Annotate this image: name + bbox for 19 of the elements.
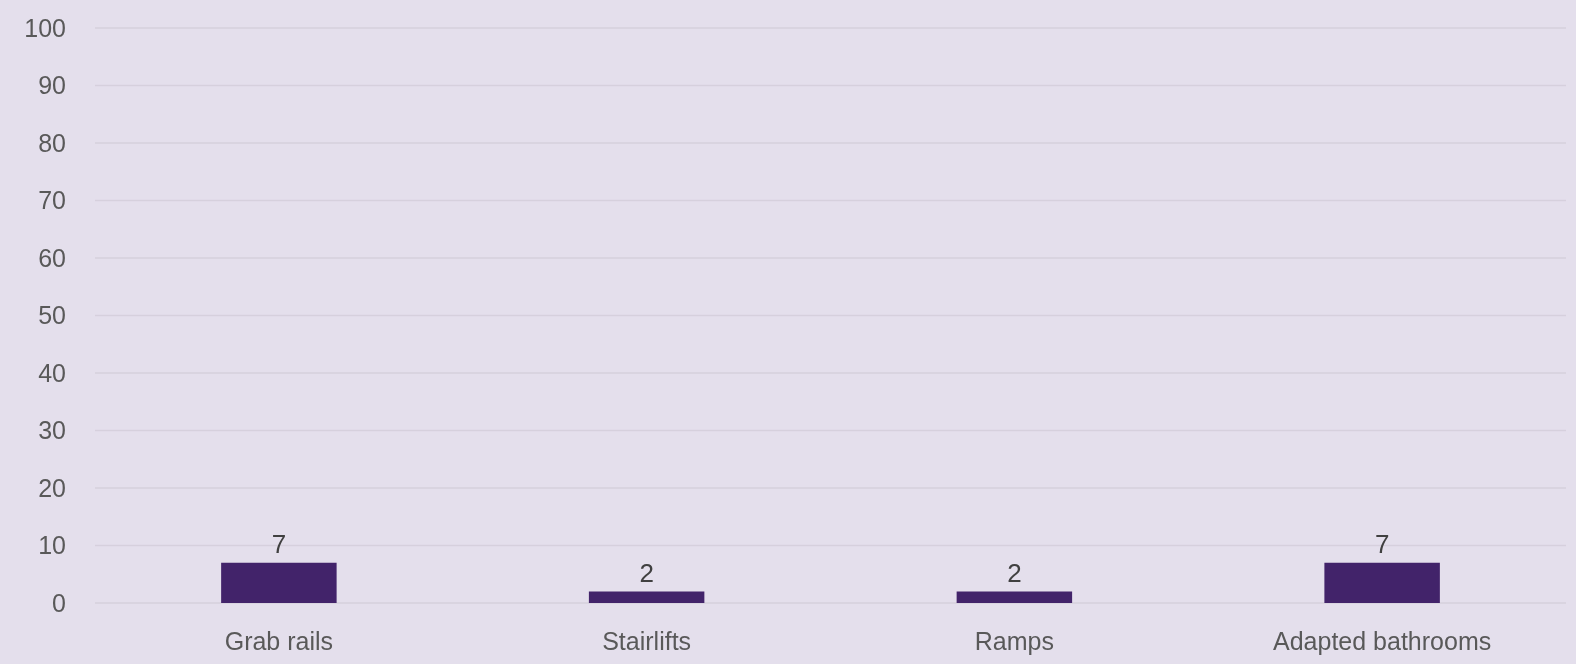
- y-tick-label: 80: [38, 128, 66, 157]
- data-label: 7: [1374, 528, 1390, 559]
- y-tick-label: 90: [38, 71, 66, 100]
- y-tick-label: 70: [38, 186, 66, 215]
- data-label: 7: [271, 528, 287, 559]
- y-tick-label: 20: [38, 473, 66, 502]
- x-tick-label: Grab rails: [224, 627, 334, 655]
- y-tick-label: 50: [38, 301, 66, 330]
- x-tick-label: Adapted bathrooms: [1273, 627, 1492, 655]
- x-tick-label: Ramps: [974, 627, 1054, 655]
- x-tick-label: Stairlifts: [602, 627, 692, 655]
- y-tick-label: 40: [38, 358, 66, 387]
- y-tick-label: 100: [24, 13, 66, 42]
- y-tick-label: 60: [38, 243, 66, 272]
- y-tick-label: 0: [52, 588, 66, 617]
- data-label: 2: [1007, 557, 1022, 588]
- y-tick-label: 30: [38, 416, 66, 445]
- y-tick-label: 10: [38, 531, 66, 560]
- data-label: 2: [639, 557, 654, 588]
